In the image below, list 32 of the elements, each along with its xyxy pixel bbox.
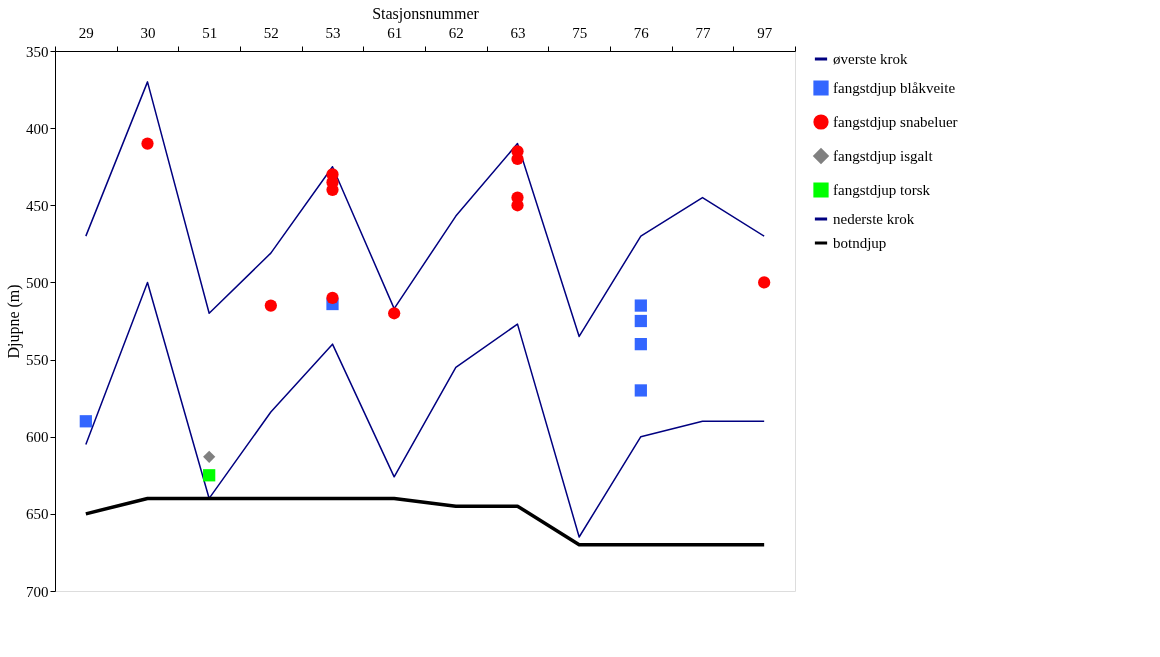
legend-label: fangstdjup snabeluer — [833, 114, 958, 130]
x-tick-label: 29 — [78, 24, 94, 41]
x-tick-label: 62 — [448, 24, 464, 41]
line-series — [85, 281, 765, 538]
y-tick-label: 450 — [26, 197, 49, 214]
line-series — [85, 81, 765, 338]
legend-label: fangstdjup torsk — [833, 182, 931, 198]
y-tick-label: 500 — [26, 274, 49, 291]
legend-label: fangstdjup isgalt — [833, 148, 934, 164]
y-tick-label: 350 — [26, 43, 49, 60]
y-tick-label: 400 — [26, 120, 49, 137]
y-axis-title: Djupne (m) — [5, 284, 23, 359]
x-tick-label: 97 — [757, 24, 773, 41]
line-series — [84, 496, 766, 547]
x-tick-label: 51 — [202, 24, 218, 41]
x-tick-label: 53 — [325, 24, 341, 41]
legend-label: øverste krok — [833, 51, 909, 67]
x-tick-label: 52 — [263, 24, 279, 41]
x-tick-label: 75 — [572, 24, 588, 41]
x-tick-label: 30 — [140, 24, 156, 41]
x-tick-label: 77 — [695, 24, 711, 41]
legend-label: fangstdjup blåkveite — [833, 80, 956, 96]
x-tick-label: 61 — [387, 24, 403, 41]
legend-label: nederste krok — [833, 211, 915, 227]
x-tick-label: 63 — [510, 24, 526, 41]
y-tick-label: 700 — [26, 583, 49, 600]
x-tick-label: 76 — [633, 24, 650, 41]
x-axis-title: Stasjonsnummer — [372, 4, 480, 23]
y-tick-label: 550 — [26, 352, 49, 369]
legend-label: botndjup — [833, 235, 887, 251]
y-tick-label: 650 — [26, 506, 49, 523]
y-tick-label: 600 — [26, 429, 49, 446]
